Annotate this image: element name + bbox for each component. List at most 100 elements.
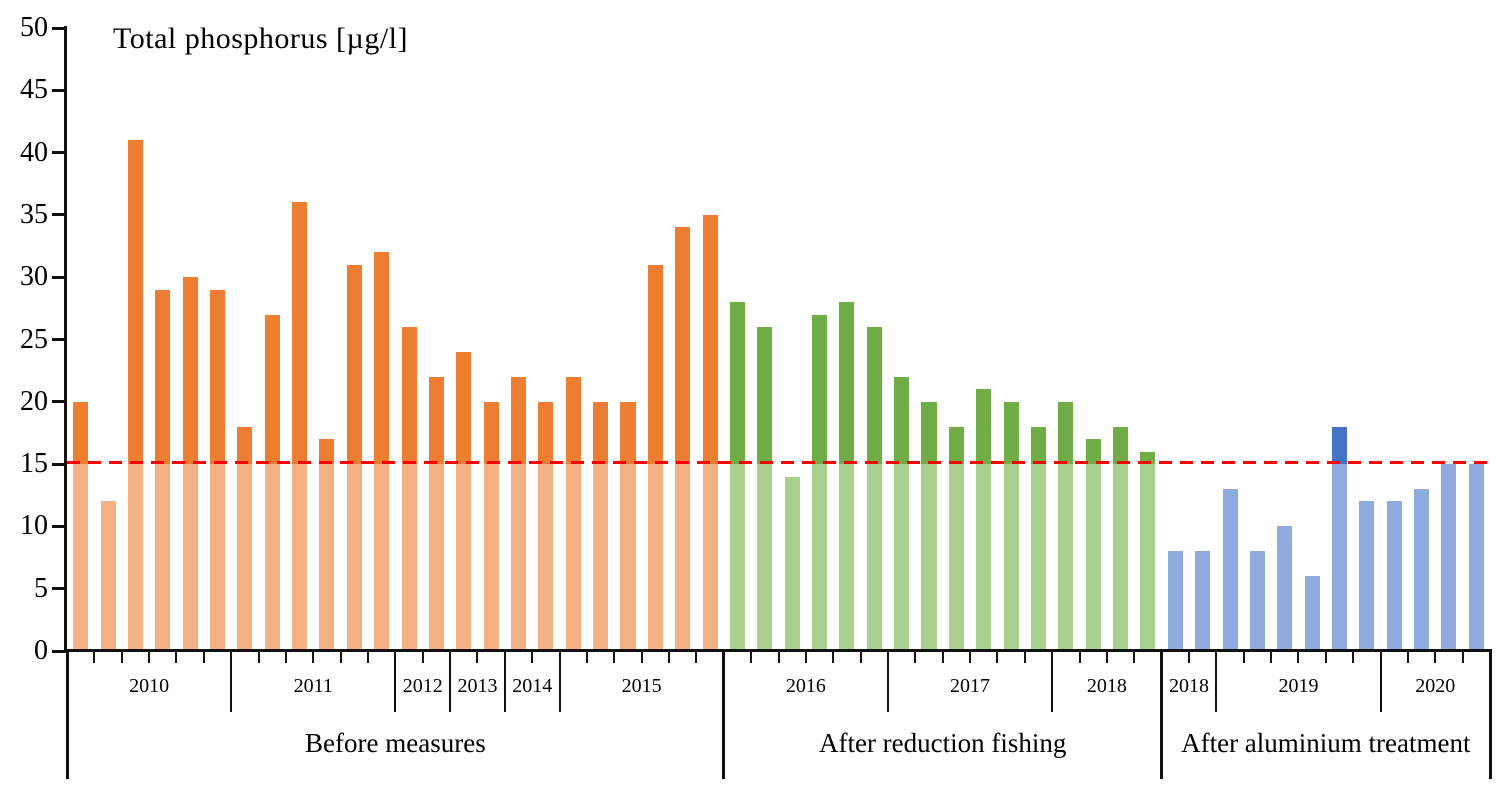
- bar-2011-value-17: [319, 439, 335, 651]
- year-label: 2014: [512, 675, 553, 697]
- bar-segment-above-threshold: [209, 289, 226, 465]
- x-minor-tick: [1078, 651, 1081, 663]
- bar-slot: [1025, 28, 1052, 651]
- bar-2014-value-20: [538, 401, 554, 651]
- bar-slot: [642, 28, 669, 651]
- x-minor-tick: [1023, 651, 1026, 663]
- bar-2012-value-22: [428, 376, 444, 651]
- bar-2015-value-20: [620, 401, 636, 651]
- bar-segment-above-threshold: [593, 401, 609, 465]
- bar-2017-value-22: [894, 376, 910, 651]
- bar-2015-value-35: [702, 214, 718, 651]
- bar-segment-below-threshold: [209, 464, 226, 651]
- bar-segment-above-threshold: [894, 376, 910, 465]
- bar-2016-value-27: [812, 314, 828, 651]
- bar-slot: [970, 28, 997, 651]
- y-tick: [52, 462, 65, 466]
- bar-segment-below-threshold: [948, 464, 964, 651]
- x-minor-tick: [585, 651, 588, 663]
- bar-slot: [587, 28, 614, 651]
- bar-segment-below-threshold: [1167, 551, 1183, 651]
- y-tick: [52, 400, 65, 404]
- bar-slot: [204, 28, 231, 651]
- bar-slot: [1381, 28, 1408, 651]
- bar-segment-below-threshold: [237, 464, 253, 651]
- bar-segment-below-threshold: [346, 464, 362, 651]
- year-label: 2016: [785, 675, 826, 697]
- bar-slot: [122, 28, 149, 651]
- bar-segment-above-threshold: [483, 401, 499, 465]
- y-tick-label: 10: [20, 510, 48, 542]
- x-minor-tick: [1434, 651, 1437, 663]
- section-label: Before measures: [305, 728, 486, 758]
- x-minor-tick: [613, 651, 616, 663]
- bar-slot: [1408, 28, 1435, 651]
- bar-2018-value-16: [1140, 451, 1156, 651]
- bar-segment-below-threshold: [1222, 489, 1238, 651]
- bar-2010-value-41: [127, 140, 143, 651]
- bar-2015-value-34: [675, 227, 691, 651]
- bar-segment-above-threshold: [374, 252, 390, 465]
- bar-segment-below-threshold: [1113, 464, 1129, 651]
- y-tick: [52, 26, 65, 30]
- x-axis-marks: 2010 2011 2012 2013 2014 2015 Before measures 2…: [65, 651, 1492, 791]
- bar-segment-below-threshold: [1331, 464, 1347, 651]
- bar-segment-below-threshold: [894, 464, 910, 651]
- bar-2017-value-21: [976, 389, 992, 651]
- bar-2012-value-26: [401, 327, 417, 651]
- x-minor-tick: [1187, 651, 1190, 663]
- bar-segment-above-threshold: [73, 401, 89, 465]
- bar-2019-value-12: [1359, 501, 1375, 651]
- y-tick-label: 45: [20, 74, 48, 106]
- bar-2018-value-8: [1195, 551, 1211, 651]
- bar-slot: [915, 28, 942, 651]
- bar-slot: [1271, 28, 1298, 651]
- bar-slot: [1326, 28, 1353, 651]
- bar-segment-below-threshold: [1195, 551, 1211, 651]
- bar-2010-value-30: [182, 277, 198, 651]
- bar-segment-above-threshold: [1030, 426, 1046, 465]
- year-separator: [503, 651, 506, 712]
- bar-segment-below-threshold: [1277, 526, 1293, 651]
- year-label: 2013: [457, 675, 498, 697]
- x-minor-tick: [120, 651, 123, 663]
- x-minor-tick: [476, 651, 479, 663]
- x-minor-tick: [339, 651, 342, 663]
- bar-2020-value-13: [1414, 489, 1430, 651]
- section-separator: [65, 651, 69, 779]
- y-tick-label: 5: [34, 572, 48, 604]
- bar-segment-below-threshold: [538, 464, 554, 651]
- bar-slot: [1189, 28, 1216, 651]
- bar-2020-value-12: [1386, 501, 1402, 651]
- bar-2017-value-20: [921, 401, 937, 651]
- bar-2014-value-22: [511, 376, 527, 651]
- bar-2015-value-20: [593, 401, 609, 651]
- bar-segment-above-threshold: [921, 401, 937, 465]
- bar-slot: [368, 28, 395, 651]
- bar-segment-below-threshold: [1304, 576, 1320, 651]
- year-separator: [230, 651, 233, 712]
- bar-segment-above-threshold: [127, 140, 143, 465]
- bar-slot: [477, 28, 504, 651]
- x-minor-tick: [1297, 651, 1300, 663]
- bar-segment-above-threshold: [401, 327, 417, 465]
- y-tick: [52, 88, 65, 92]
- bar-slot: [696, 28, 723, 651]
- bar-slot: [450, 28, 477, 651]
- year-separator: [394, 651, 397, 712]
- bar-2020-value-15: [1441, 464, 1457, 651]
- bar-segment-above-threshold: [620, 401, 636, 465]
- bar-segment-below-threshold: [1085, 464, 1101, 651]
- bar-slot: [1052, 28, 1079, 651]
- bar-2011-value-31: [346, 264, 362, 651]
- bar-slot: [943, 28, 970, 651]
- bar-segment-below-threshold: [702, 464, 718, 651]
- section-separator: [1488, 651, 1492, 779]
- bar-segment-above-threshold: [237, 426, 253, 465]
- bar-segment-above-threshold: [1331, 426, 1347, 465]
- year-separator: [1215, 651, 1218, 712]
- year-label: 2019: [1278, 675, 1319, 697]
- year-label: 2011: [293, 675, 333, 697]
- x-minor-tick: [93, 651, 96, 663]
- year-label: 2020: [1415, 675, 1456, 697]
